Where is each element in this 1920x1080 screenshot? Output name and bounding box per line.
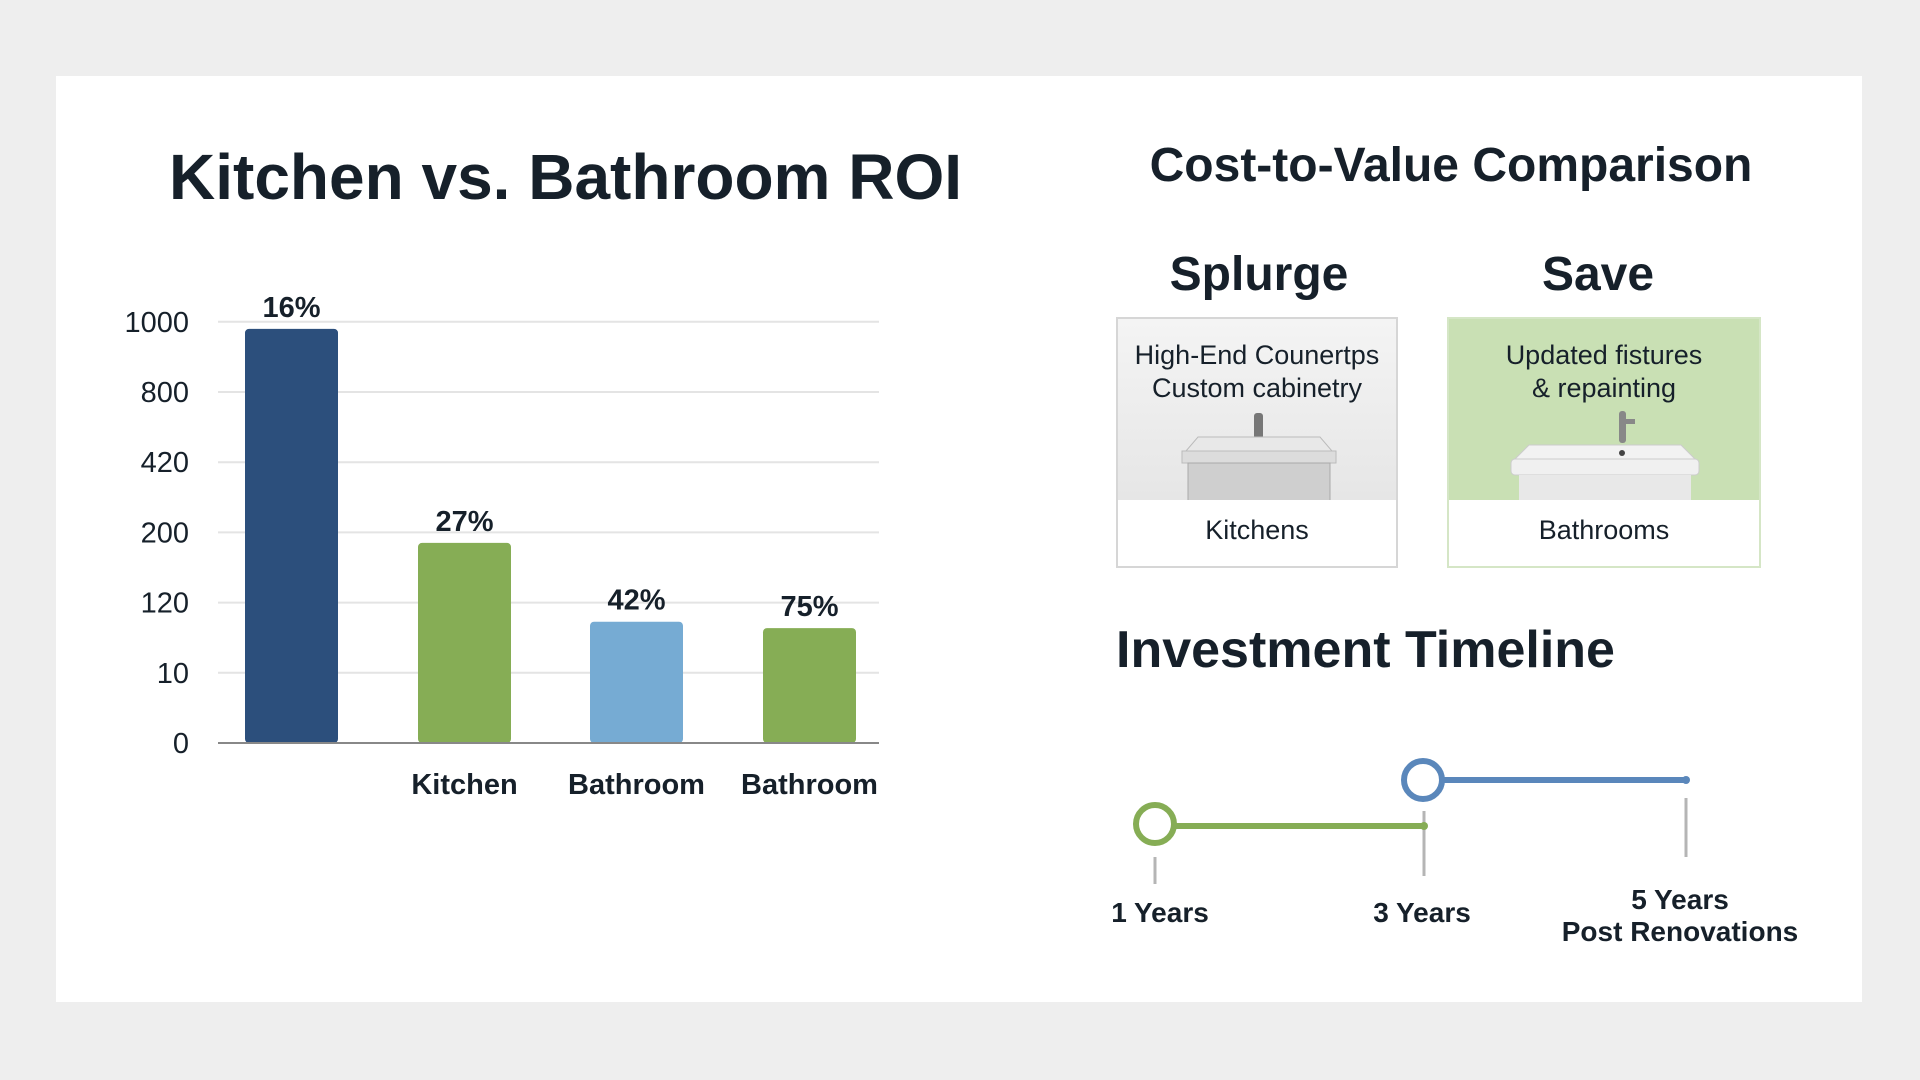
y-tick-label: 1000	[124, 307, 189, 339]
splurge-heading: Splurge	[1169, 248, 1349, 301]
save-card: Updated fistures & repainting Bathrooms	[1447, 317, 1761, 568]
bar-data-label: 75%	[780, 591, 838, 623]
y-tick-label: 800	[141, 377, 189, 409]
splurge-label: Kitchens	[1205, 515, 1309, 545]
comparison-title: Cost-to-Value Comparison	[1149, 139, 1753, 192]
bathroom-sink-image	[1449, 319, 1759, 505]
milestone-1-label: 1 Years	[1111, 897, 1209, 928]
y-tick-label: 120	[141, 588, 189, 620]
kitchen-sink-image	[1118, 319, 1396, 504]
x-category-label: Bathroom	[741, 769, 878, 801]
milestone-3-label: 3 Years	[1373, 897, 1471, 928]
y-tick-label: 0	[173, 728, 189, 760]
bar-data-label: 16%	[262, 292, 320, 324]
save-description: Updated fistures & repainting	[1449, 339, 1759, 405]
y-tick-label: 420	[141, 447, 189, 479]
x-category-label: Bathroom	[568, 769, 705, 801]
bar	[418, 542, 511, 743]
milestone-5-line-2: Post Renovations	[1561, 916, 1799, 947]
timeline-title: Investment Timeline	[1116, 621, 1615, 679]
bar-data-label: 27%	[435, 506, 493, 538]
y-tick-label: 10	[157, 658, 189, 690]
bar	[245, 328, 338, 743]
splurge-line-1: High-End Counertps	[1134, 340, 1380, 370]
splurge-line-2: Custom cabinetry	[1151, 373, 1363, 403]
milestone-1-marker	[1133, 802, 1177, 846]
milestone-3-marker	[1401, 758, 1445, 802]
save-line-2: & repainting	[1531, 373, 1677, 403]
bar-data-label: 42%	[607, 585, 665, 617]
bar	[763, 628, 856, 743]
save-line-1: Updated fistures	[1505, 340, 1703, 370]
save-heading: Save	[1541, 248, 1655, 301]
splurge-description: High-End Counertps Custom cabinetry	[1118, 339, 1396, 405]
milestone-5-label: 5 Years Post Renovations	[1562, 884, 1798, 948]
chart-title: Kitchen vs. Bathroom ROI	[169, 141, 962, 213]
y-tick-label: 200	[141, 517, 189, 549]
bar	[590, 621, 683, 743]
save-label: Bathrooms	[1538, 515, 1670, 545]
sink-icon	[1181, 413, 1337, 504]
splurge-card: High-End Counertps Custom cabinetry Kitc…	[1116, 317, 1398, 568]
milestone-5-line-1: 5 Years	[1631, 884, 1729, 915]
x-category-label: Kitchen	[411, 769, 517, 801]
infographic-card	[56, 76, 1862, 1002]
